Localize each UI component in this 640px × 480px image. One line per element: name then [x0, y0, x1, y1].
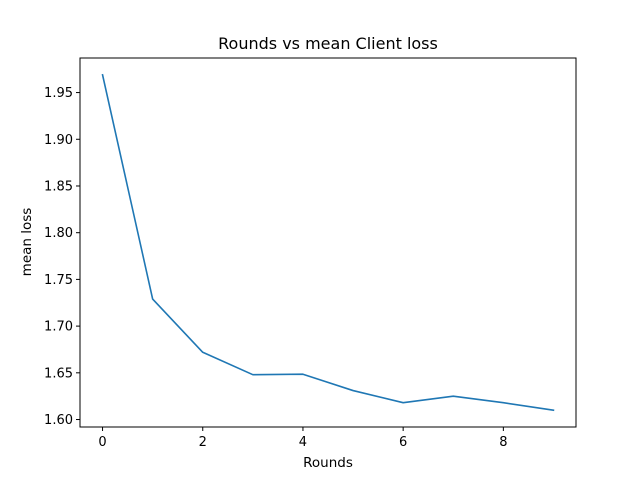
y-axis-label: mean loss [19, 208, 35, 277]
y-tick-label: 1.95 [44, 86, 73, 101]
y-tick-label: 1.90 [44, 133, 73, 148]
y-tick-label: 1.65 [44, 366, 73, 381]
x-tick-label: 4 [299, 435, 307, 450]
plot-frame [79, 57, 577, 428]
loss-line [101, 73, 555, 412]
y-tick-label: 1.75 [44, 273, 73, 288]
y-tick-label: 1.80 [44, 226, 73, 241]
y-tick-label: 1.60 [44, 413, 73, 428]
y-tick-label: 1.70 [44, 320, 73, 335]
y-tick-label: 1.85 [44, 179, 73, 194]
x-tick-label: 8 [499, 435, 507, 450]
x-tick-label: 6 [399, 435, 407, 450]
chart-title: Rounds vs mean Client loss [218, 34, 438, 53]
x-axis-label: Rounds [303, 455, 353, 471]
x-tick-label: 2 [199, 435, 207, 450]
x-tick-label: 0 [98, 435, 106, 450]
